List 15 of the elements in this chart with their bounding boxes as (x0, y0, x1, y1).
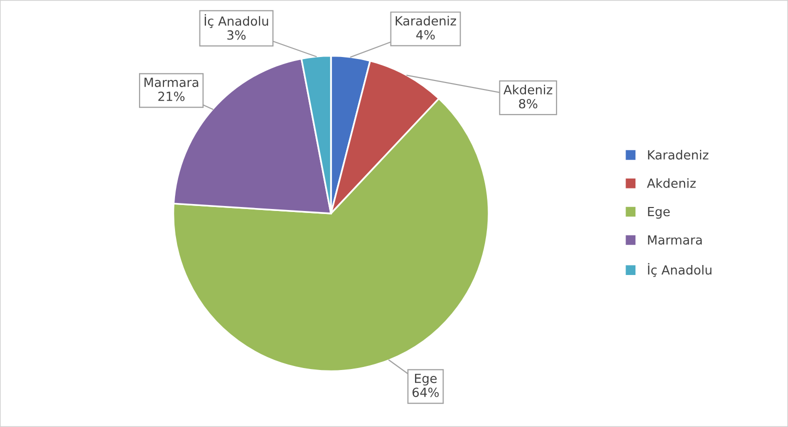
legend-label: Karadeniz (648, 150, 708, 160)
slice-label: Karadeniz (396, 16, 456, 26)
data-label: 64% (412, 388, 439, 398)
legend-label: İç Anadolu (648, 263, 712, 277)
legend-label: Ege (648, 206, 670, 219)
slice-label: Ege (415, 374, 437, 386)
data-label: 3% (227, 30, 246, 40)
legend-label: Marmara (648, 235, 702, 245)
data-label: 21% (158, 92, 185, 102)
slice-label: İç Anadolu (204, 14, 268, 28)
slice-label: Marmara (144, 78, 198, 88)
data-label: 8% (519, 98, 538, 108)
slice-label: Akdeniz (504, 84, 552, 94)
legend-label: Akdeniz (646, 178, 696, 188)
data-label: 4% (416, 30, 435, 40)
